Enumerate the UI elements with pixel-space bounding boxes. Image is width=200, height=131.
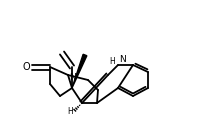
Text: H: H xyxy=(67,107,73,116)
Polygon shape xyxy=(72,54,87,88)
Text: N: N xyxy=(69,72,75,81)
Text: O: O xyxy=(22,62,30,72)
Text: N: N xyxy=(119,56,126,64)
Text: H: H xyxy=(109,56,115,66)
